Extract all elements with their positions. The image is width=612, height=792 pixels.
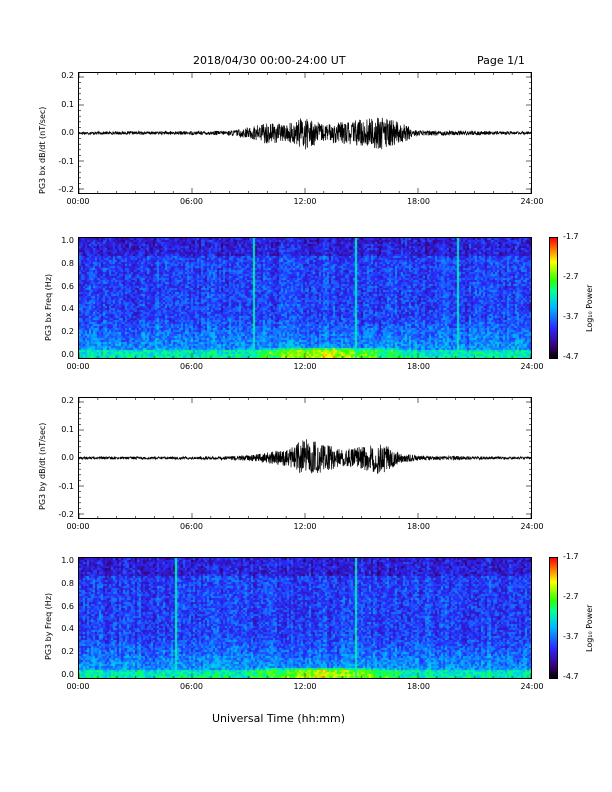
x-tick-label: 24:00 [520,682,544,691]
y-tick-label: 0.0 [61,670,74,679]
y-tick-label: 0.8 [61,578,74,588]
colorbar-tick-label: -4.7 [563,672,579,681]
y-tick-label: -0.2 [58,510,74,519]
by-spectrogram [78,557,532,679]
colorbar-tick-label: -3.7 [563,312,579,321]
x-tick-label: 18:00 [406,197,431,206]
y-tick-label: -0.2 [58,185,74,194]
by-dbdt-ylabel: PG3 by dB/dt (nT/sec) [38,422,47,510]
x-tick-label: 12:00 [293,362,317,371]
x-tick-label: 06:00 [179,522,204,531]
y-tick-label: -0.1 [58,481,74,491]
y-tick-label: 0.2 [61,396,74,405]
by-colorbar [549,557,558,679]
page-number: Page 1/1 [477,54,525,67]
by-freq-ylabel: PG3 by Freq (Hz) [44,592,53,660]
bx-spectrogram [78,237,532,359]
colorbar-tick-label: -4.7 [563,352,579,361]
by-dbdt-trace [79,398,531,518]
y-tick-label: 0.1 [61,424,74,434]
bx-colorbar-label: Log₁₀ Power [585,284,594,332]
x-tick-label: 06:00 [179,682,204,691]
plot-title: 2018/04/30 00:00-24:00 UT [193,54,346,67]
x-tick-label: 24:00 [520,522,544,531]
bx-colorbar [549,237,558,359]
x-tick-label: 24:00 [520,197,544,206]
x-tick-label: 06:00 [179,197,204,206]
y-tick-label: 0.6 [61,601,74,611]
x-tick-label: 12:00 [293,522,317,531]
y-tick-label: 0.2 [61,71,74,80]
x-tick-label: 00:00 [66,197,90,206]
bx-dbdt-plot [78,72,532,194]
colorbar-tick-label: -1.7 [563,232,579,241]
y-tick-label: 0.2 [61,647,74,657]
x-axis-title: Universal Time (hh:mm) [212,712,345,725]
bx-spectrogram-heatmap [79,238,531,358]
y-tick-label: 1.0 [61,556,74,565]
colorbar-tick-label: -3.7 [563,632,579,641]
dbdt-series-line [79,439,531,474]
x-tick-label: 12:00 [293,682,317,691]
y-tick-label: 0.0 [61,453,74,462]
colorbar-tick-label: -1.7 [563,552,579,561]
x-tick-label: 00:00 [66,522,90,531]
by-dbdt-plot [78,397,532,519]
y-tick-label: 0.8 [61,258,74,268]
bx-dbdt-ylabel: PG3 bx dB/dt (nT/sec) [38,106,47,194]
y-tick-label: 0.0 [61,350,74,359]
by-spectrogram-heatmap [79,558,531,678]
x-tick-label: 18:00 [406,682,431,691]
colorbar-tick-label: -2.7 [563,592,579,601]
y-tick-label: 1.0 [61,236,74,245]
y-tick-label: 0.2 [61,327,74,337]
x-tick-label: 24:00 [520,362,544,371]
x-tick-label: 00:00 [66,682,90,691]
y-tick-label: 0.4 [61,624,74,634]
y-tick-label: -0.1 [58,156,74,166]
colorbar-tick-label: -2.7 [563,272,579,281]
by-colorbar-label: Log₁₀ Power [585,604,594,652]
y-tick-label: 0.1 [61,99,74,109]
x-tick-label: 18:00 [406,362,431,371]
y-tick-label: 0.4 [61,304,74,314]
y-tick-label: 0.0 [61,128,74,137]
x-tick-label: 00:00 [66,362,90,371]
x-tick-label: 12:00 [293,197,317,206]
x-tick-label: 06:00 [179,362,204,371]
bx-dbdt-trace [79,73,531,193]
x-tick-label: 18:00 [406,522,431,531]
dbdt-series-line [79,117,531,150]
y-tick-label: 0.6 [61,281,74,291]
bx-freq-ylabel: PG3 bx Freq (Hz) [44,273,53,341]
